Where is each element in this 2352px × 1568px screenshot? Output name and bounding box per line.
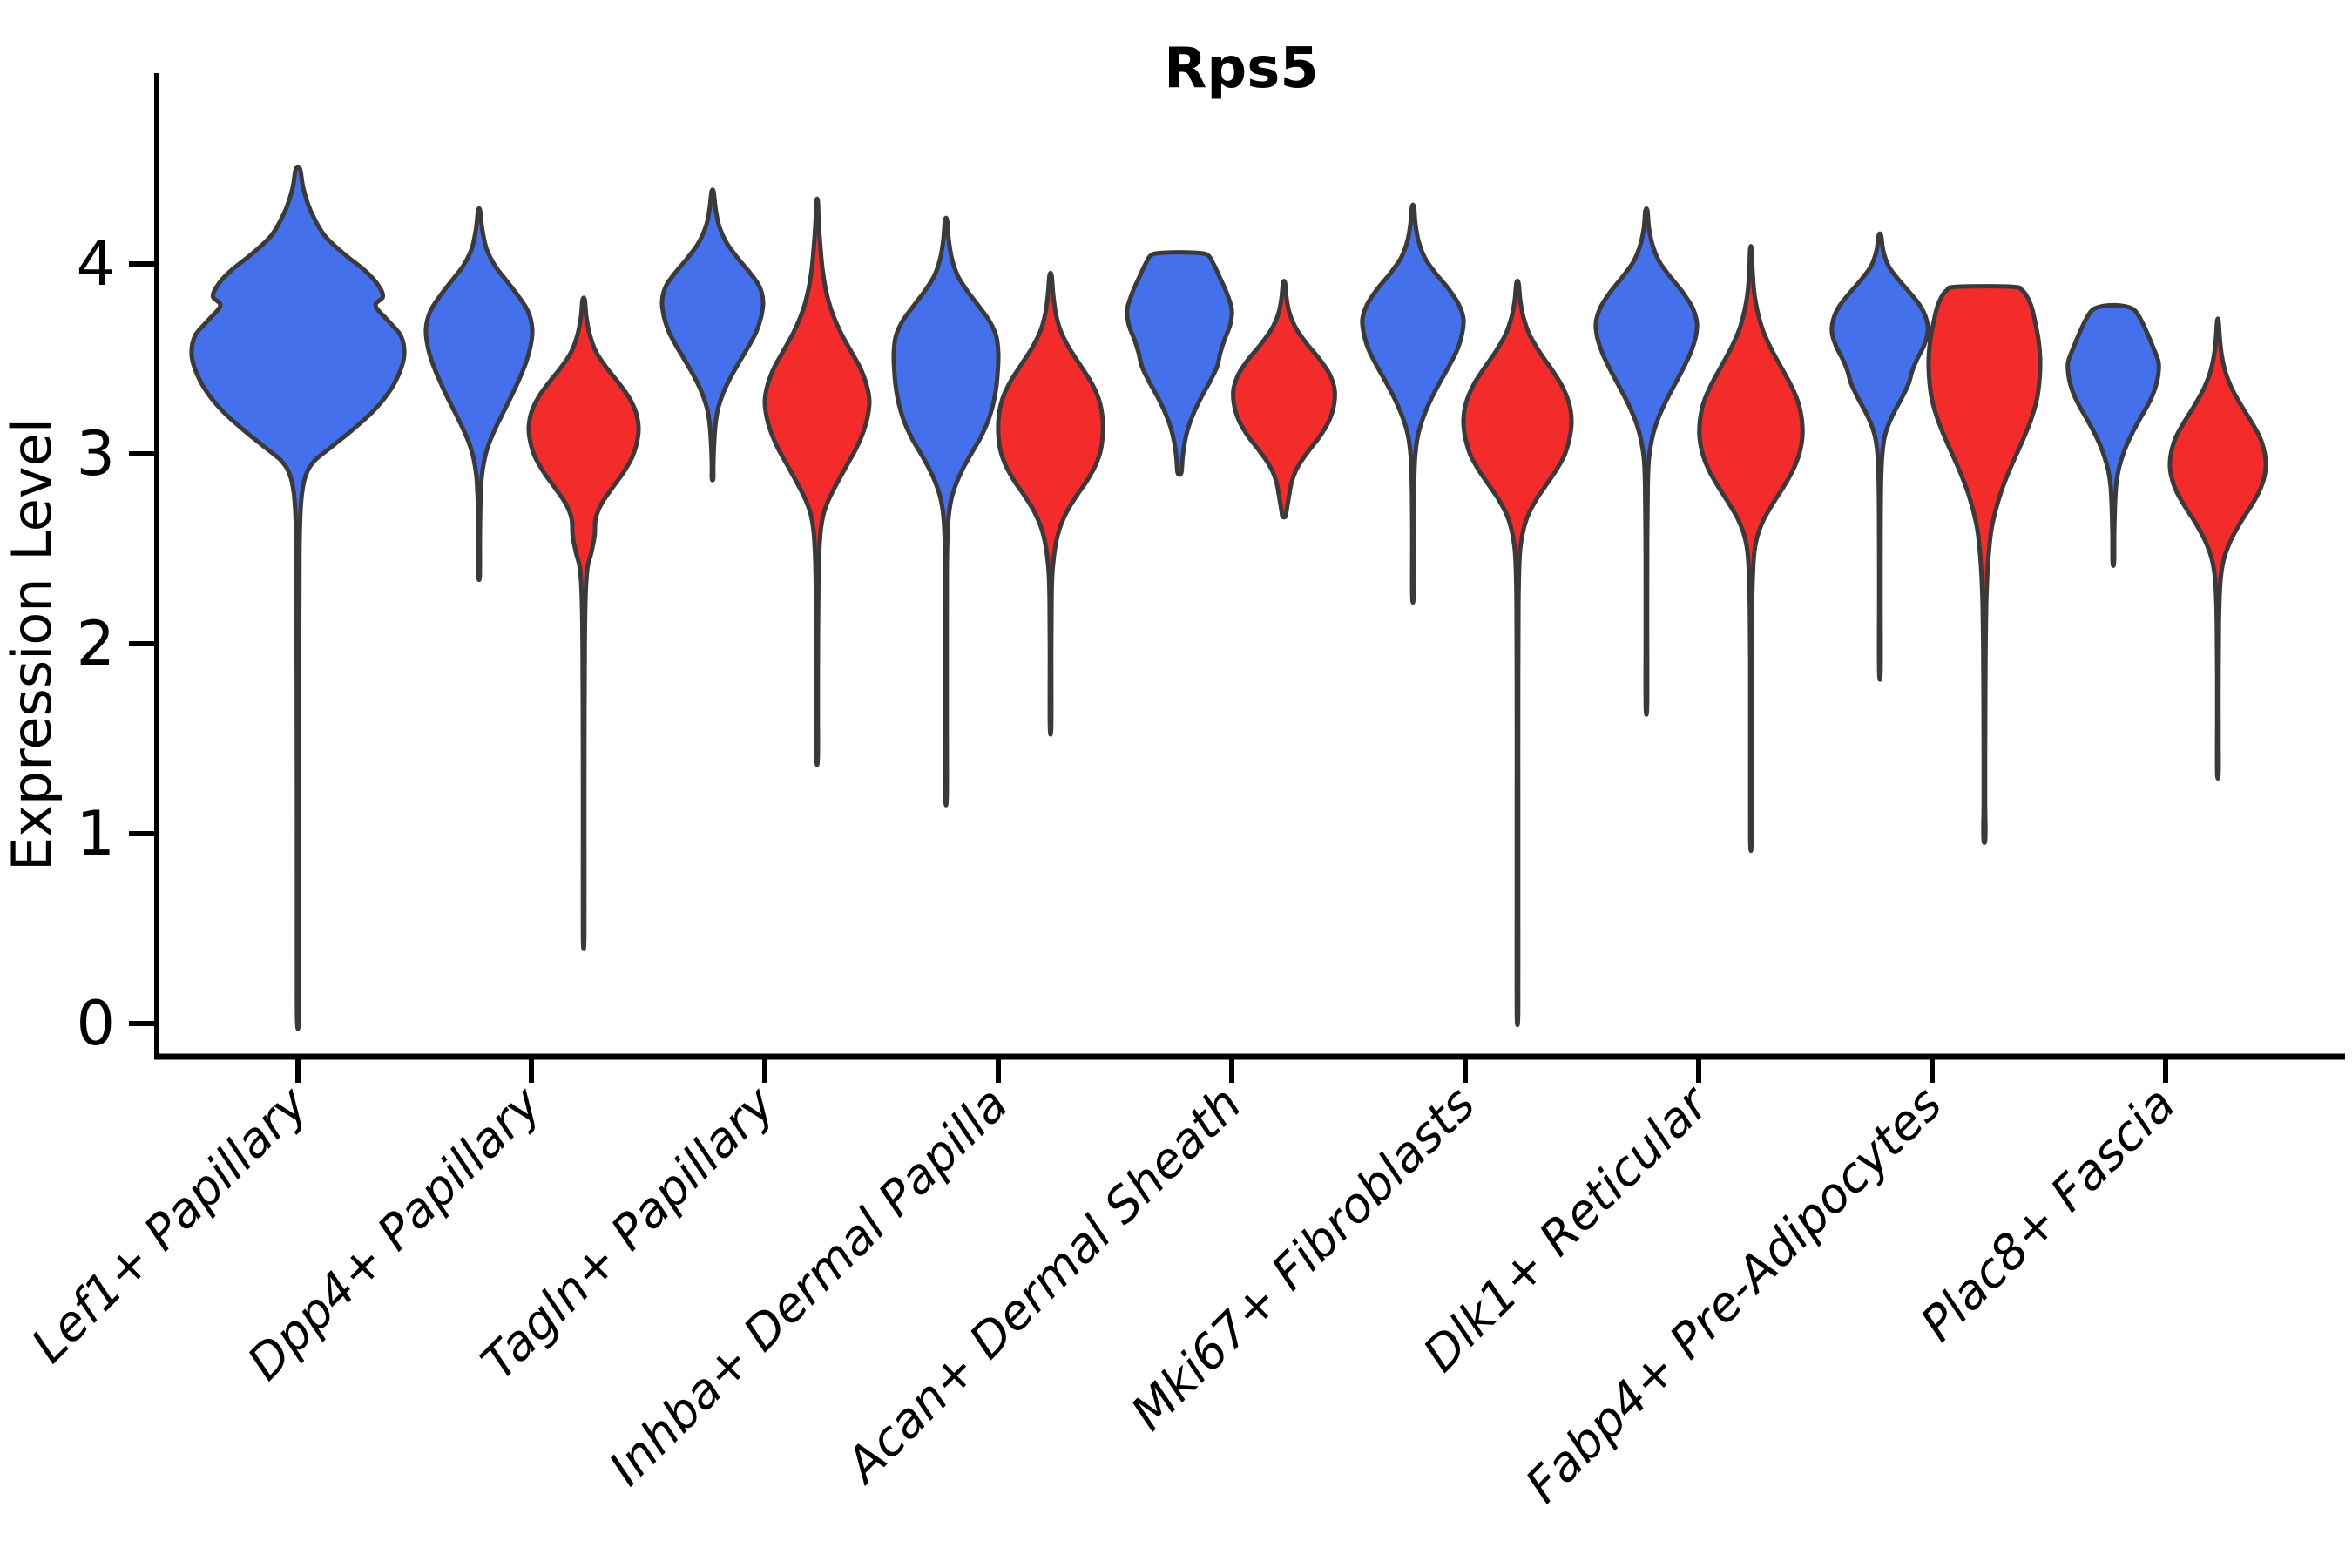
svg-text:Inhba+ Dermal Papilla: Inhba+ Dermal Papilla <box>598 1076 1018 1496</box>
violin-lef1-papillary-blue <box>189 164 407 1031</box>
axes <box>154 73 2345 1060</box>
y-tick-label-1: 1 <box>76 798 115 869</box>
violin-tagln-papillary-blue <box>659 187 766 483</box>
violin-fabp4-pre-adipocytes-red <box>1926 284 2043 845</box>
violin-plac8-fascia-red <box>2167 316 2268 781</box>
svg-text:Acan+ Dermal Sheath: Acan+ Dermal Sheath <box>834 1076 1253 1495</box>
violin-fabp4-pre-adipocytes-blue <box>1829 231 1930 682</box>
violin-dpp4-papillary-red <box>526 295 641 951</box>
violin-dlk1-reticular-blue <box>1593 206 1700 717</box>
violin-plac8-fascia-blue <box>2065 302 2161 568</box>
violin-tagln-papillary-red <box>762 196 872 767</box>
svg-text:Plac8+ Fascia: Plac8+ Fascia <box>1909 1076 2186 1352</box>
x-tick-label-8: Plac8+ Fascia <box>1909 1076 2186 1352</box>
y-axis-ticks: 0 1 2 3 4 <box>76 228 157 1059</box>
y-tick-label-2: 2 <box>76 608 115 679</box>
x-tick-label-7: Fabp4+ Pre-Adipocytes <box>1515 1076 1952 1513</box>
x-tick-label-4: Acan+ Dermal Sheath <box>834 1076 1253 1495</box>
violin-acan-dermal-sheath-blue <box>1125 250 1234 477</box>
plot-title: Rps5 <box>1164 37 1319 101</box>
x-tick-label-3: Inhba+ Dermal Papilla <box>598 1076 1018 1496</box>
violins-layer <box>189 164 2268 1031</box>
violin-dpp4-papillary-blue <box>423 206 535 583</box>
y-axis-label: Expression Level <box>0 418 64 871</box>
violin-acan-dermal-sheath-red <box>1231 279 1337 520</box>
violin-dlk1-reticular-red <box>1697 244 1805 854</box>
y-tick-label-0: 0 <box>76 988 115 1059</box>
violin-mki67-fibroblasts-red <box>1461 278 1574 1028</box>
svg-text:Fabp4+ Pre-Adipocytes: Fabp4+ Pre-Adipocytes <box>1515 1076 1952 1513</box>
y-tick-label-4: 4 <box>76 228 115 300</box>
violin-inhba-dermal-papilla-blue <box>891 215 1001 808</box>
violin-mki67-fibroblasts-blue <box>1360 202 1466 605</box>
y-tick-label-3: 3 <box>76 418 115 490</box>
violin-inhba-dermal-papilla-red <box>996 270 1105 737</box>
